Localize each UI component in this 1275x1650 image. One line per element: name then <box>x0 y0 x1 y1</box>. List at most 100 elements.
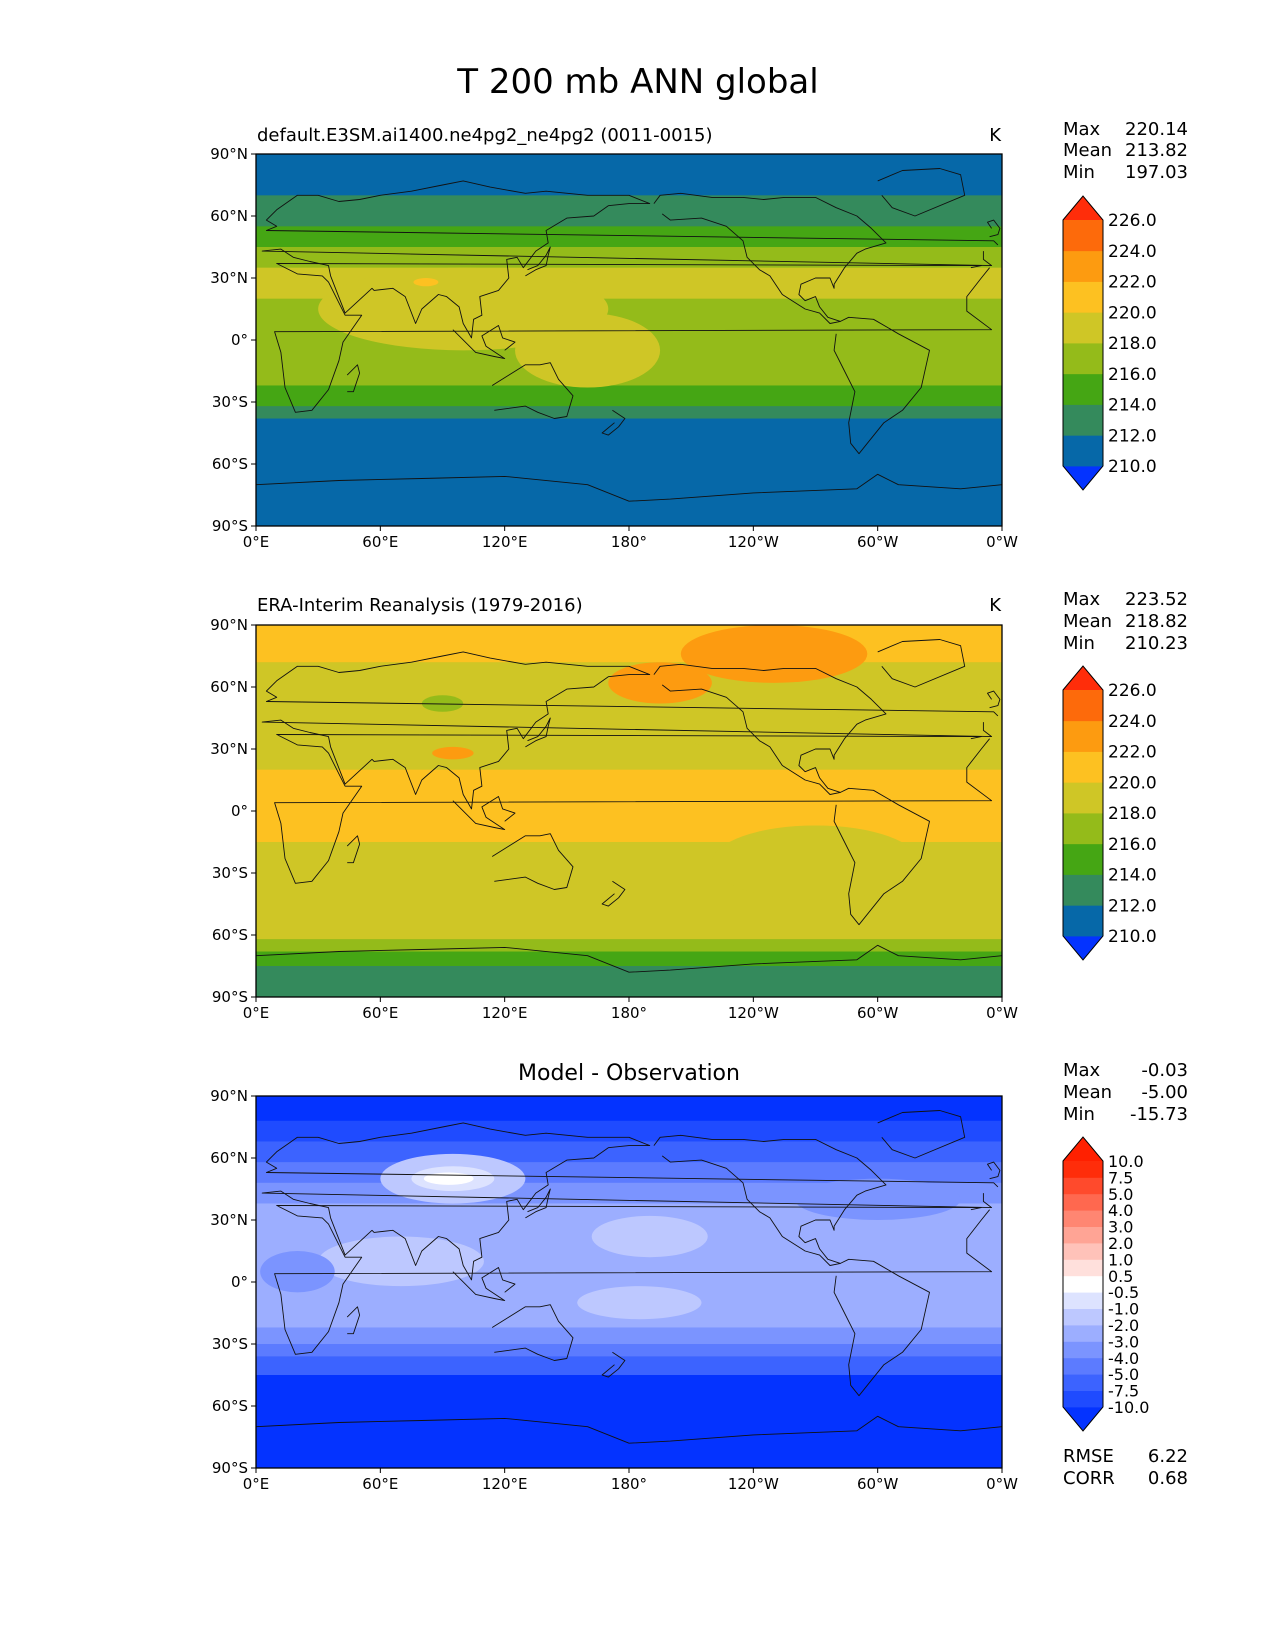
colorbar-segment <box>1063 281 1103 313</box>
panel-difference: Model - Observation 0°E 60°E 120°E 180° 120°… <box>210 1060 1188 1493</box>
colorbar-tick-label: -10.0 <box>1108 1398 1149 1417</box>
metric-label-rmse: RMSE <box>1063 1446 1114 1467</box>
colorbar: -10.0-7.5-5.0-4.0-3.0-2.0-1.0-0.50.51.02… <box>1062 1136 1149 1432</box>
map-area <box>256 1096 1002 1468</box>
colorbar-segment <box>1063 1161 1103 1178</box>
contour-band-0 <box>256 625 1002 663</box>
x-tick-label: 0°E <box>243 1004 270 1022</box>
colorbar-tick-label: -2.0 <box>1108 1316 1139 1335</box>
colorbar-tick-label: 214.0 <box>1108 396 1157 416</box>
colorbar-tick-label: 222.0 <box>1108 743 1157 763</box>
coastline-antarctica <box>256 473 1002 502</box>
colorbar-tick-label: 210.0 <box>1108 927 1157 947</box>
colorbar-extend-max <box>1063 1137 1103 1161</box>
stat-value-min: -15.73 <box>1130 1104 1188 1125</box>
coastline-greenland <box>877 639 966 688</box>
colorbar-tick-label: 10.0 <box>1108 1152 1144 1171</box>
colorbar-tick-label: 218.0 <box>1108 334 1157 354</box>
x-tick-label: 60°E <box>362 533 398 551</box>
stat-label-mean: Mean <box>1063 611 1112 632</box>
colorbar-tick-label: -1.0 <box>1108 1300 1139 1319</box>
y-tick-label: 30°N <box>210 740 248 758</box>
y-tick-label: 30°S <box>212 393 248 411</box>
coastline-north-america <box>653 1134 887 1266</box>
coastline-madagascar <box>346 835 361 864</box>
coastline-indonesia <box>452 325 516 360</box>
coastline-britain <box>987 1161 1001 1180</box>
stat-label-min: Min <box>1063 633 1095 654</box>
colorbar-tick-label: 222.0 <box>1108 273 1157 293</box>
colorbar-segment <box>1063 1308 1103 1326</box>
colorbar-segment <box>1063 813 1103 845</box>
coastlines <box>256 639 1002 973</box>
axis-ticks: 0°E 60°E 120°E 180° 120°W 60°W 0°W 90°N 60°N 30°N… <box>210 145 1018 551</box>
contour-region-1 <box>515 313 661 388</box>
contour-region-3 <box>591 1215 708 1258</box>
colorbar-tick-label: 220.0 <box>1108 303 1157 323</box>
contour-band-1 <box>256 1120 1002 1142</box>
x-tick-label: 180° <box>611 533 647 551</box>
panel-title-left: default.E3SM.ai1400.ne4pg2_ne4pg2 (0011-… <box>257 125 712 146</box>
x-tick-label: 60°E <box>362 1004 398 1022</box>
colorbar-segment <box>1063 905 1103 937</box>
stat-value-mean: 213.82 <box>1125 140 1188 161</box>
coastline-eurasia <box>261 180 999 339</box>
x-tick-label: 60°E <box>362 1475 398 1493</box>
colorbar-extend-max <box>1063 666 1103 690</box>
contour-band-1 <box>256 195 1002 227</box>
contour-band-8 <box>256 951 1002 967</box>
colorbar-segment <box>1063 1341 1103 1359</box>
stat-value-max: 220.14 <box>1125 119 1188 140</box>
x-tick-label: 0°W <box>986 533 1018 551</box>
y-tick-label: 90°S <box>212 517 248 535</box>
contour-region-7 <box>260 1251 335 1293</box>
coastline-new-zealand <box>601 1351 626 1378</box>
colorbar-tick-label: 210.0 <box>1108 457 1157 477</box>
contour-band-8 <box>256 406 1002 420</box>
coastline-australia <box>491 362 574 419</box>
contour-region-6 <box>856 687 1002 749</box>
coastline-new-zealand <box>601 409 626 436</box>
y-tick-label: 60°S <box>212 455 248 473</box>
x-tick-label: 60°W <box>857 1475 899 1493</box>
stat-label-min: Min <box>1063 162 1095 183</box>
colorbar-segment <box>1063 1390 1103 1408</box>
stat-label-min: Min <box>1063 1104 1095 1125</box>
contour-band-9 <box>256 418 1002 526</box>
colorbar-segment <box>1063 1292 1103 1309</box>
colorbar-tick-label: 4.0 <box>1108 1201 1133 1220</box>
stat-value-max: 223.52 <box>1125 589 1188 610</box>
y-tick-label: 60°N <box>210 678 248 696</box>
stat-value-min: 197.03 <box>1125 162 1188 183</box>
colorbar-tick-label: -5.0 <box>1108 1365 1139 1384</box>
coastline-japan <box>525 717 551 748</box>
colorbar-tick-label: 216.0 <box>1108 835 1157 855</box>
y-tick-label: 90°N <box>210 616 248 634</box>
coastline-antarctica <box>256 944 1002 973</box>
colorbar-segment <box>1063 1210 1103 1227</box>
coastline-south-america <box>833 787 930 926</box>
coastline-greenland <box>877 1110 966 1159</box>
y-tick-label: 0° <box>231 802 248 820</box>
colorbar-tick-label: -3.0 <box>1108 1332 1139 1351</box>
metric-label-corr: CORR <box>1063 1468 1115 1489</box>
coastline-britain <box>987 219 1001 238</box>
colorbar-tick-label: 7.5 <box>1108 1168 1133 1187</box>
coastline-africa <box>274 734 993 884</box>
y-tick-label: 60°S <box>212 1397 248 1415</box>
colorbar-segment <box>1063 312 1103 344</box>
contour-region-1 <box>608 662 712 704</box>
colorbar-tick-label: 226.0 <box>1108 681 1157 701</box>
coastline-africa <box>274 263 993 413</box>
colorbar-segment <box>1063 690 1103 722</box>
colorbar-tick-label: 224.0 <box>1108 242 1157 262</box>
colorbar-tick-label: 1.0 <box>1108 1250 1133 1269</box>
y-tick-label: 0° <box>231 331 248 349</box>
coastline-north-america <box>653 192 887 324</box>
axis-ticks: 0°E 60°E 120°E 180° 120°W 60°W 0°W 90°N 60°N 30°N… <box>210 616 1018 1022</box>
x-tick-label: 120°E <box>482 533 528 551</box>
colorbar-tick-label: 218.0 <box>1108 804 1157 824</box>
stat-label-mean: Mean <box>1063 140 1112 161</box>
stat-label-max: Max <box>1063 119 1101 140</box>
colorbar-tick-label: 212.0 <box>1108 426 1157 446</box>
